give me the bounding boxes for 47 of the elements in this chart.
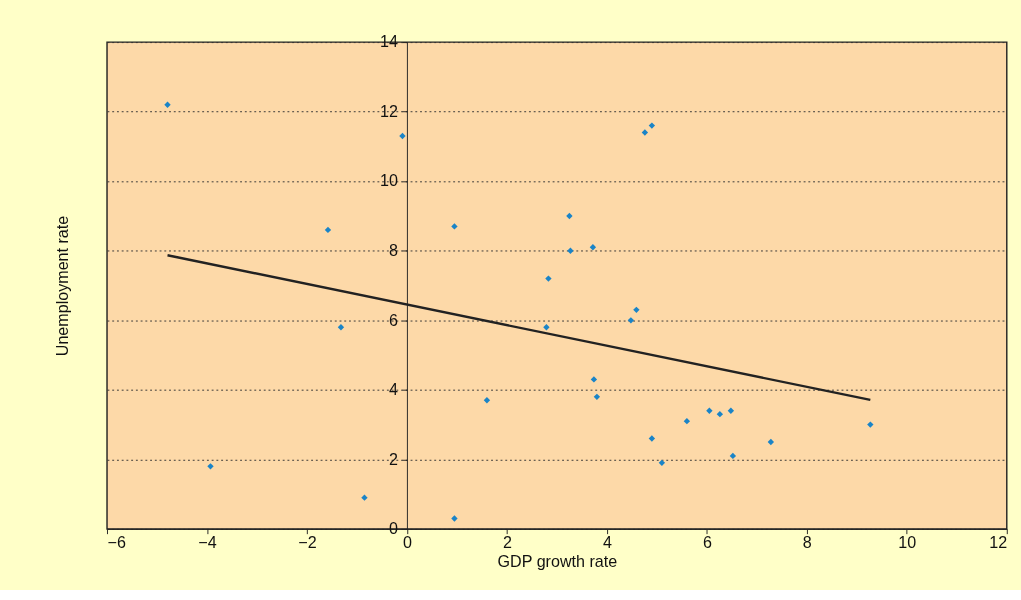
point <box>593 393 601 400</box>
point <box>337 324 345 331</box>
point <box>729 452 737 460</box>
y-tick-label: 8 <box>389 240 398 259</box>
point <box>567 247 574 254</box>
y-axis-title: Unemployment rate <box>52 215 71 357</box>
point <box>767 438 775 446</box>
point <box>451 515 458 522</box>
point <box>648 122 656 129</box>
point <box>164 101 171 108</box>
y-tick-label: 2 <box>389 449 398 468</box>
point <box>590 376 598 383</box>
y-tick-label: 4 <box>389 380 398 399</box>
x-tick-label: 8 <box>802 533 812 552</box>
point <box>207 463 214 470</box>
x-tick-label: −4 <box>198 533 217 552</box>
point <box>399 132 406 140</box>
point <box>483 397 491 404</box>
y-tick-label: 12 <box>380 101 398 120</box>
point <box>867 421 874 428</box>
x-tick-label: −6 <box>107 533 126 552</box>
x-tick-label: 10 <box>898 533 917 552</box>
point <box>658 459 666 467</box>
point <box>361 494 368 501</box>
x-tick-label: 2 <box>502 533 512 552</box>
point <box>683 417 691 425</box>
point <box>727 407 735 414</box>
point <box>627 317 635 324</box>
point <box>543 324 550 331</box>
point <box>324 226 332 234</box>
y-tick-label: 10 <box>380 171 398 190</box>
x-tick-label: 0 <box>402 533 412 552</box>
point <box>545 275 552 282</box>
y-tick-label: 6 <box>389 310 398 329</box>
point <box>566 212 573 220</box>
x-tick-label: 4 <box>602 533 612 552</box>
point <box>451 223 458 230</box>
x-tick-label: 6 <box>702 533 712 552</box>
point <box>589 244 597 251</box>
x-axis-title: GDP growth rate <box>497 552 618 571</box>
x-tick-label: 12 <box>989 533 1008 552</box>
point <box>648 435 656 442</box>
point <box>641 129 649 136</box>
point <box>706 407 713 414</box>
point <box>716 411 724 418</box>
x-tick-label: −2 <box>298 533 317 552</box>
point <box>633 306 640 314</box>
